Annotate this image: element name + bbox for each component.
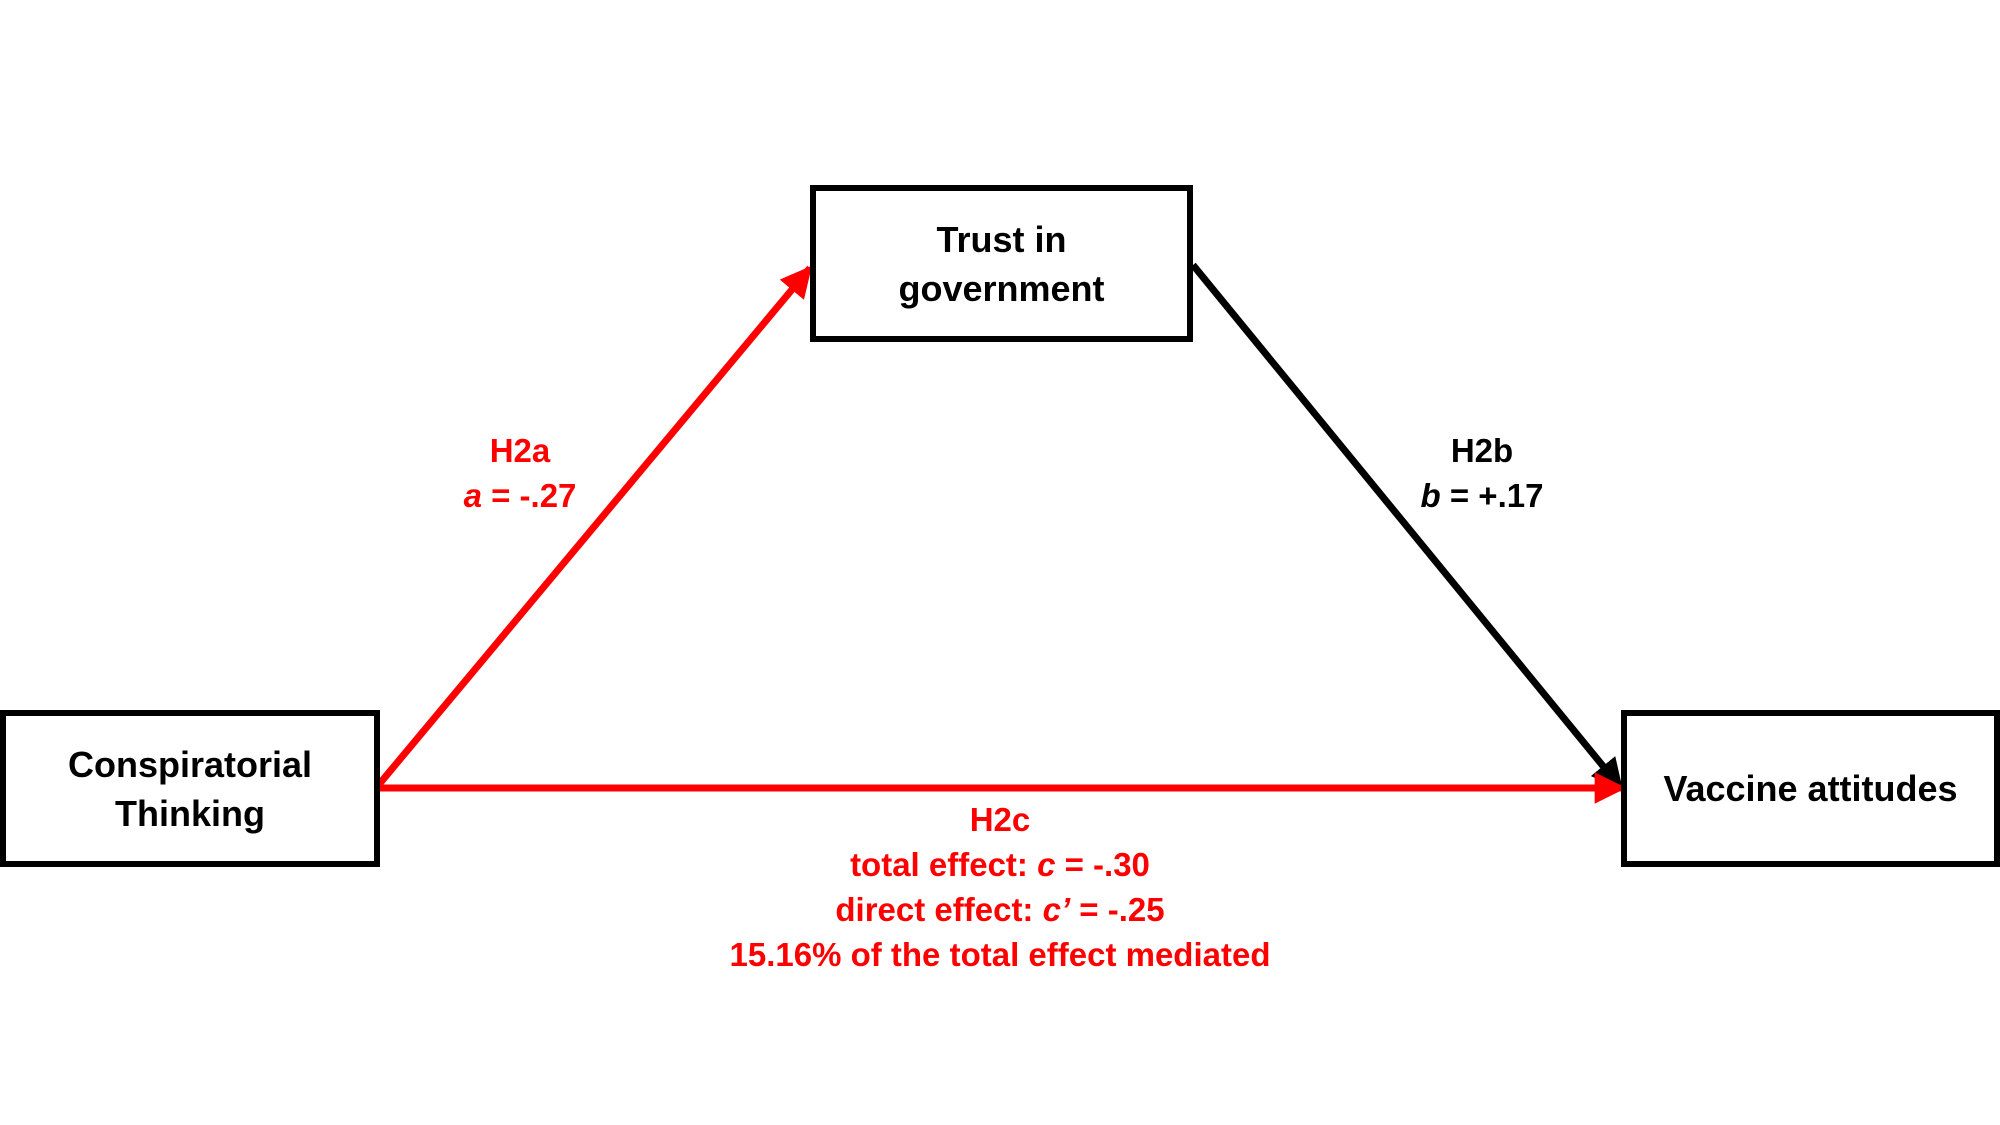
path-c-total-effect: total effect: c = -.30 bbox=[850, 846, 1150, 883]
path-c-label: H2c total effect: c = -.30 direct effect… bbox=[600, 797, 1400, 977]
node-trust-in-government: Trust in government bbox=[810, 185, 1193, 342]
path-c-hypothesis: H2c bbox=[969, 801, 1031, 838]
node-consp-line1: Conspiratorial bbox=[67, 743, 313, 785]
path-a-hypothesis: H2a bbox=[489, 432, 551, 469]
node-trust-line2: government bbox=[898, 267, 1105, 309]
path-b-coefficient: b = +.17 bbox=[1420, 477, 1544, 514]
path-c-direct-effect: direct effect: c’ = -.25 bbox=[835, 891, 1165, 928]
path-c-mediated-share: 15.16% of the total effect mediated bbox=[729, 936, 1271, 973]
path-b-hypothesis: H2b bbox=[1450, 432, 1514, 469]
node-consp-line2: Thinking bbox=[115, 792, 265, 834]
path-a-label: H2a a = -.27 bbox=[400, 428, 640, 518]
node-trust-line1: Trust in bbox=[936, 218, 1067, 260]
arrow-a-conspiratorial-to-trust bbox=[373, 265, 813, 791]
node-vaccine-attitudes: Vaccine attitudes bbox=[1621, 710, 2000, 867]
node-conspiratorial-thinking: Conspiratorial Thinking bbox=[0, 710, 380, 867]
path-a-coefficient: a = -.27 bbox=[463, 477, 577, 514]
node-vaccine-line1: Vaccine attitudes bbox=[1663, 768, 1958, 809]
path-b-label: H2b b = +.17 bbox=[1362, 428, 1602, 518]
arrow-b-trust-to-vaccine bbox=[1190, 262, 1624, 791]
